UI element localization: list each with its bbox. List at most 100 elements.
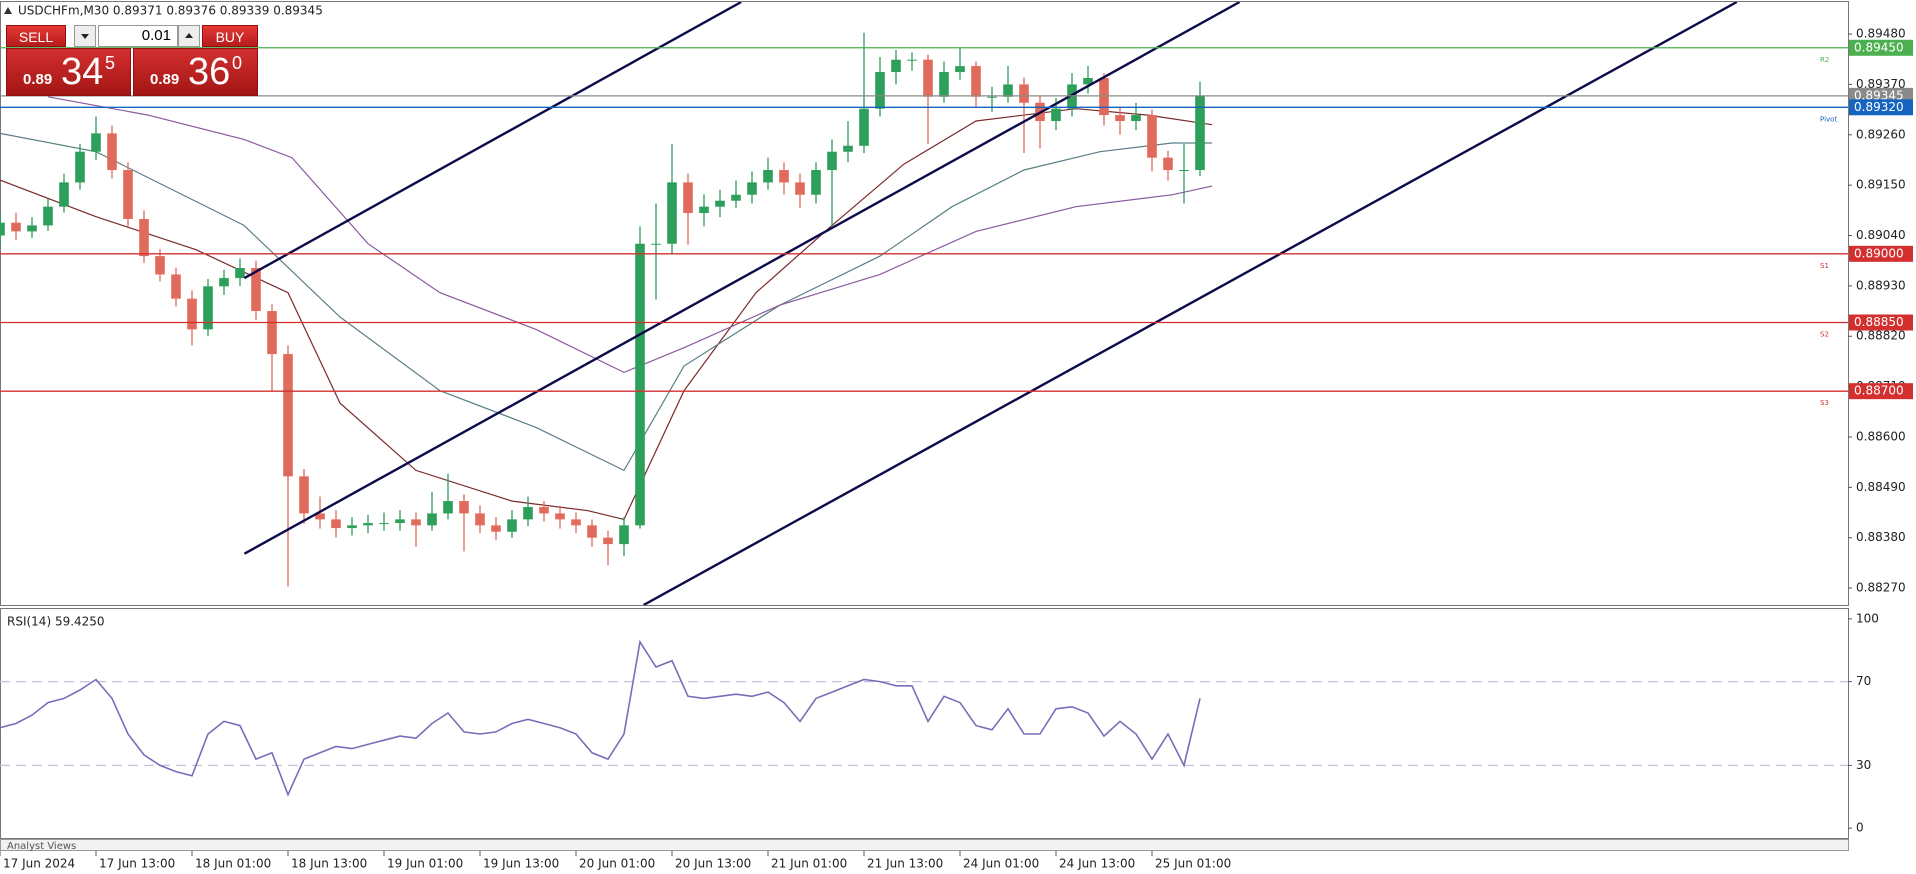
rsi-line xyxy=(0,639,1201,797)
lot-input[interactable]: 0.01 xyxy=(98,25,178,47)
candle-body xyxy=(843,145,853,152)
candle-body xyxy=(955,66,965,73)
candle-body xyxy=(235,268,245,279)
candle-body xyxy=(139,219,149,257)
y-tick-label: 100 xyxy=(1856,611,1879,625)
candle-body xyxy=(571,519,581,526)
candle-body xyxy=(11,222,21,232)
candle-body xyxy=(491,525,501,532)
level-name: S2 xyxy=(1820,331,1829,339)
ask-quote[interactable]: 0.89 36 0 xyxy=(133,48,258,96)
x-tick-label: 24 Jun 13:00 xyxy=(1059,857,1135,871)
candle-body xyxy=(1019,84,1029,103)
level-tag xyxy=(1849,39,1913,56)
candle-body xyxy=(363,523,373,526)
ask-big: 0.89 xyxy=(150,71,180,88)
level-name: S3 xyxy=(1820,399,1829,407)
footer-tab[interactable]: Analyst Views xyxy=(7,841,76,852)
candle-body xyxy=(715,200,725,207)
candle-body xyxy=(875,72,885,109)
candle-body xyxy=(763,170,773,183)
x-tick-label: 20 Jun 01:00 xyxy=(579,857,655,871)
candle-body xyxy=(347,525,357,529)
candle-body xyxy=(539,507,549,514)
bid-quote[interactable]: 0.89 34 5 xyxy=(6,48,131,96)
buy-button[interactable]: BUY xyxy=(202,25,258,47)
candle-body xyxy=(859,108,869,146)
x-tick-label: 19 Jun 13:00 xyxy=(483,857,559,871)
candle-body xyxy=(1099,78,1109,116)
candle-body xyxy=(619,525,629,545)
candle-body xyxy=(91,133,101,152)
level-tag-label: 0.88850 xyxy=(1854,315,1904,329)
candle-body xyxy=(1051,108,1061,122)
level-tag xyxy=(1849,99,1913,116)
bid-big: 0.89 xyxy=(23,71,53,88)
ask-point: 0 xyxy=(232,53,243,73)
tab-bar xyxy=(0,839,1849,851)
lot-up[interactable] xyxy=(178,25,200,47)
candle-body xyxy=(731,194,741,201)
y-tick-label: 0.89040 xyxy=(1856,228,1906,242)
level-tag-label: 0.89450 xyxy=(1854,40,1904,54)
y-tick-label: 0.88380 xyxy=(1856,530,1906,544)
y-tick-label: 70 xyxy=(1856,674,1871,688)
candle-body xyxy=(59,182,69,207)
candle-body xyxy=(939,72,949,97)
y-tick-label: 0 xyxy=(1856,821,1864,835)
candle-body xyxy=(1131,115,1141,122)
ask-pips: 36 xyxy=(188,51,231,93)
candle-body xyxy=(395,519,405,524)
bid-point: 5 xyxy=(105,53,116,73)
level-name: Pivot xyxy=(1820,115,1837,123)
x-tick-label: 17 Jun 13:00 xyxy=(99,857,175,871)
candle-body xyxy=(331,519,341,529)
candle-body xyxy=(187,298,197,330)
level-tag-label: 0.89000 xyxy=(1854,246,1904,260)
candle-body xyxy=(299,476,309,514)
candle-body xyxy=(987,96,997,98)
x-tick-label: 25 Jun 01:00 xyxy=(1155,857,1231,871)
candle-body xyxy=(411,519,421,526)
level-name: S1 xyxy=(1820,262,1829,270)
candle-body xyxy=(747,182,757,195)
candle-body xyxy=(795,182,805,195)
candle-body xyxy=(1179,170,1189,172)
y-tick-label: 0.89370 xyxy=(1856,77,1906,91)
collapse-icon[interactable] xyxy=(4,7,12,14)
candle-body xyxy=(667,182,677,244)
candle-body xyxy=(651,243,661,245)
trade-panel: SELL 0.01 BUY 0.89 34 5 0.89 36 0 xyxy=(6,25,258,96)
candle-body xyxy=(1147,115,1157,158)
x-tick-label: 18 Jun 01:00 xyxy=(195,857,271,871)
moving-average xyxy=(47,96,1213,374)
candle-body xyxy=(43,206,53,226)
candle-body xyxy=(443,501,453,514)
level-tag xyxy=(1849,314,1913,331)
candle-body xyxy=(779,170,789,183)
x-tick-label: 20 Jun 13:00 xyxy=(675,857,751,871)
trendline xyxy=(643,2,1738,605)
candle-body xyxy=(283,354,293,477)
y-tick-label: 0.89480 xyxy=(1856,27,1906,41)
candle-body xyxy=(315,513,325,520)
candle-body xyxy=(683,182,693,214)
candle-body xyxy=(107,133,117,171)
x-tick-label: 24 Jun 01:00 xyxy=(963,857,1039,871)
up-arrow xyxy=(185,33,193,38)
level-name: R2 xyxy=(1820,56,1829,64)
lot-down[interactable] xyxy=(74,25,96,47)
candle-body xyxy=(0,222,5,236)
rsi-frame xyxy=(0,608,1849,839)
rsi-title: RSI(14) 59.4250 xyxy=(7,615,105,629)
candle-body xyxy=(1083,78,1093,85)
level-tag xyxy=(1849,245,1913,262)
sell-button[interactable]: SELL xyxy=(6,25,66,47)
x-tick-label: 17 Jun 2024 xyxy=(3,857,75,871)
y-tick-label: 0.88490 xyxy=(1856,480,1906,494)
candle-body xyxy=(587,525,597,538)
x-tick-label: 18 Jun 13:00 xyxy=(291,857,367,871)
